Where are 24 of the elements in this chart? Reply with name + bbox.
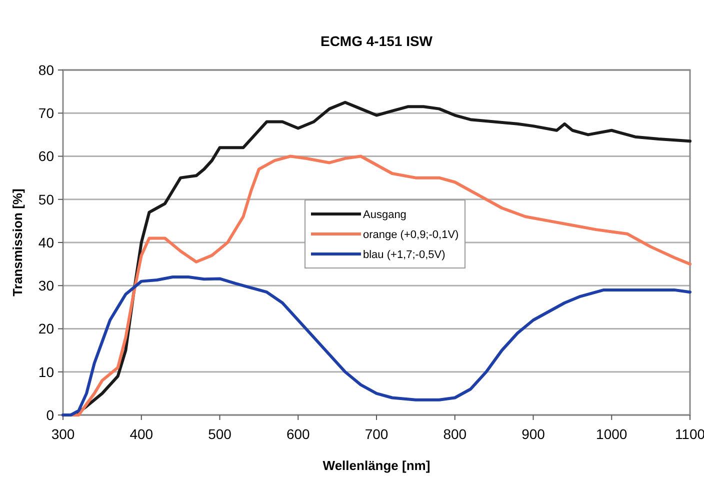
- y-tick-label: 10: [38, 364, 54, 380]
- y-tick-label: 0: [46, 406, 54, 423]
- y-axis-title: Transmission [%]: [10, 188, 25, 296]
- chart-title: ECMG 4-151 ISW: [320, 33, 434, 49]
- legend-label: Ausgang: [363, 208, 406, 221]
- y-tick-label: 30: [38, 278, 54, 294]
- x-tick-label: 400: [130, 426, 154, 442]
- x-axis-title: Wellenlänge [nm]: [322, 458, 430, 473]
- y-tick-label: 70: [38, 105, 54, 122]
- x-tick-label: 500: [208, 426, 232, 442]
- legend-label: orange (+0,9;-0,1V): [363, 228, 459, 241]
- x-tick-label: 300: [51, 426, 75, 442]
- y-tick-label: 80: [38, 62, 54, 78]
- legend-label: blau (+1,7;-0,5V): [363, 248, 446, 261]
- x-tick-label: 1000: [596, 426, 628, 442]
- x-tick-label: 900: [522, 426, 546, 442]
- y-tick-label: 60: [38, 148, 54, 164]
- line-series: [62, 276, 692, 416]
- x-tick-label: 700: [364, 426, 388, 442]
- x-tick-label: 800: [443, 426, 467, 442]
- y-tick-label: 20: [38, 320, 54, 337]
- y-tick-label: 50: [38, 191, 54, 208]
- x-tick-label: 600: [286, 426, 310, 442]
- y-tick-label: 40: [38, 234, 54, 250]
